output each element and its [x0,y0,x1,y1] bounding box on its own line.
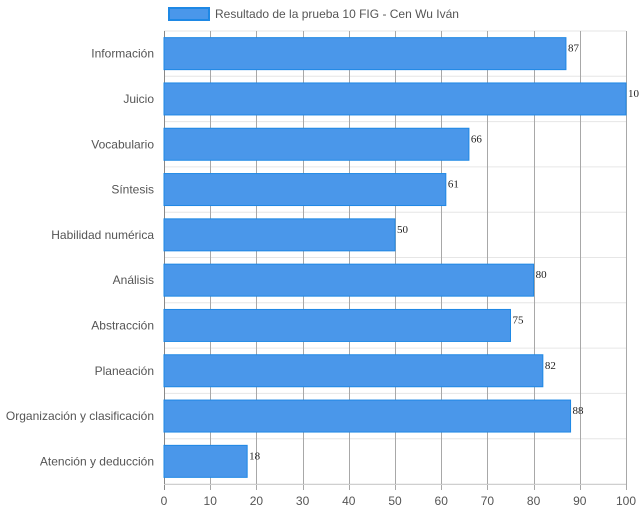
category-label: Vocabulario [91,137,154,151]
bar-value-label: 100 [628,88,639,100]
bar[interactable] [163,37,567,71]
bar[interactable] [163,399,572,433]
x-tick-label: 70 [481,494,495,508]
bar-value-label: 61 [448,179,459,191]
bars [163,37,627,478]
x-tick-label: 20 [250,494,264,508]
category-label: Atención y deducción [40,454,154,468]
x-tick-label: 30 [296,494,310,508]
bar[interactable] [163,173,447,207]
bar[interactable] [163,127,470,161]
bar[interactable] [163,218,396,252]
bar-value-label: 87 [568,43,580,55]
legend[interactable]: Resultado de la prueba 10 FIG - Cen Wu I… [168,7,459,21]
category-label: Síntesis [111,183,154,197]
x-tick-label: 100 [616,494,636,508]
bar[interactable] [163,444,248,478]
x-tick-label: 90 [573,494,587,508]
bar[interactable] [163,354,544,388]
legend-label: Resultado de la prueba 10 FIG - Cen Wu I… [215,7,459,21]
category-label: Organización y clasificación [6,409,154,423]
x-tick-label: 80 [527,494,541,508]
bar-value-label: 66 [471,133,483,145]
bar[interactable] [163,82,627,116]
category-label: Información [91,47,154,61]
category-label: Abstracción [91,318,154,332]
x-tick-label: 40 [342,494,356,508]
bar[interactable] [163,308,511,342]
x-tick-label: 60 [435,494,449,508]
category-label: Análisis [113,273,154,287]
category-axis: Información Juicio Vocabulario Síntesis Habi… [6,47,154,469]
legend-swatch [168,7,210,21]
x-tick-label: 10 [204,494,218,508]
category-label: Planeación [95,364,154,378]
bar-value-label: 50 [397,224,409,236]
value-axis: 0 10 20 30 40 50 60 70 80 90 100 [161,494,637,508]
bar-value-label: 82 [545,360,556,372]
bar-value-label: 80 [536,269,548,281]
bar-value-label: 88 [573,405,585,417]
bar[interactable] [163,263,535,297]
category-label: Habilidad numérica [51,228,154,242]
data-labels: 87 100 66 61 50 80 75 82 88 18 [249,43,639,463]
x-tick-label: 0 [161,494,168,508]
x-tick-label: 50 [388,494,402,508]
category-label: Juicio [123,92,154,106]
bar-value-label: 75 [513,314,525,326]
bar-value-label: 18 [249,450,261,462]
